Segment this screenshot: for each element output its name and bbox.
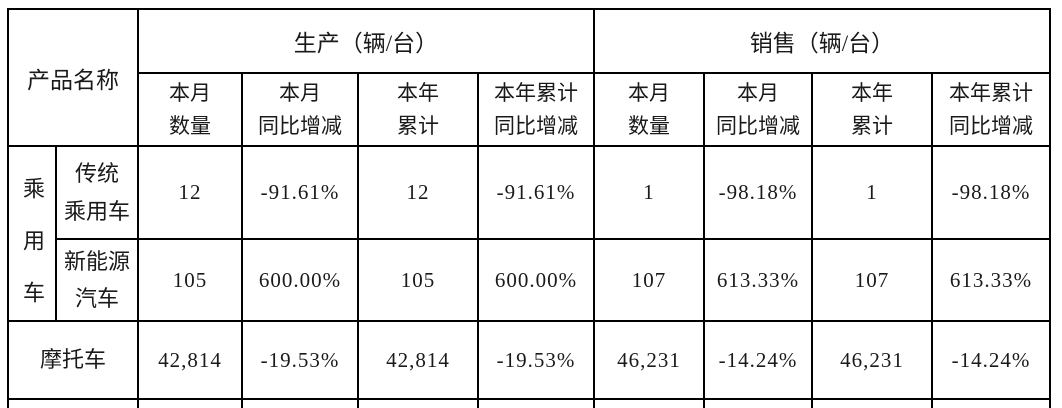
production-sales-table: 产品名称 生产（辆/台） 销售（辆/台） 本月 数量 本月 同比增减 本年 累计… bbox=[7, 8, 1051, 408]
cell-sales-month-yoy: -98.18% bbox=[703, 145, 813, 240]
empty-cell bbox=[357, 398, 479, 408]
product-name-header: 产品名称 bbox=[7, 8, 139, 147]
cell-prod-ytd-yoy: -19.53% bbox=[477, 320, 595, 400]
table-row-clipped bbox=[7, 398, 1051, 408]
cell-sales-month-qty: 1 bbox=[593, 145, 705, 240]
header-prod-month-yoy: 本月 同比增减 bbox=[241, 72, 359, 147]
cell-prod-month-yoy: 600.00% bbox=[241, 238, 359, 322]
category-label-passenger-vehicles: 乘用车 bbox=[20, 177, 45, 321]
empty-cell bbox=[477, 398, 595, 408]
cell-sales-month-yoy: -14.24% bbox=[703, 320, 813, 400]
table-row-motorcycle: 摩托车 42,814 -19.53% 42,814 -19.53% 46,231… bbox=[7, 320, 1051, 400]
cell-sales-ytd: 46,231 bbox=[811, 320, 933, 400]
header-row-subcolumns: 本月 数量 本月 同比增减 本年 累计 本年累计 同比增减 本月 数量 本月 同… bbox=[8, 72, 1051, 147]
cell-prod-ytd: 105 bbox=[357, 238, 479, 322]
row-name-new-energy: 新能源 汽车 bbox=[55, 238, 139, 322]
cell-prod-month-yoy: -19.53% bbox=[241, 320, 359, 400]
header-sales-ytd-yoy: 本年累计 同比增减 bbox=[931, 72, 1051, 147]
cell-sales-month-qty: 46,231 bbox=[593, 320, 705, 400]
header-prod-ytd-yoy: 本年累计 同比增减 bbox=[477, 72, 595, 147]
empty-cell bbox=[931, 398, 1051, 408]
header-row-groups: 产品名称 生产（辆/台） 销售（辆/台） bbox=[7, 8, 1051, 147]
production-group-header: 生产（辆/台） bbox=[137, 8, 595, 74]
table-row-new-energy: 新能源 汽车 105 600.00% 105 600.00% 107 613.3… bbox=[8, 238, 1051, 322]
cell-sales-ytd: 1 bbox=[811, 145, 933, 240]
empty-cell bbox=[811, 398, 933, 408]
cell-prod-month-qty: 105 bbox=[137, 238, 243, 322]
table-row-traditional-passenger: 乘用车 传统 乘用车 12 -91.61% 12 -91.61% 1 -98.1… bbox=[7, 145, 1051, 322]
cell-sales-ytd-yoy: -14.24% bbox=[931, 320, 1051, 400]
header-prod-month-qty: 本月 数量 bbox=[137, 72, 243, 147]
empty-cell bbox=[241, 398, 359, 408]
cell-prod-ytd: 42,814 bbox=[357, 320, 479, 400]
category-cell-passenger-vehicles: 乘用车 bbox=[7, 145, 57, 322]
cell-prod-month-qty: 42,814 bbox=[137, 320, 243, 400]
cell-prod-month-qty: 12 bbox=[137, 145, 243, 240]
cell-sales-month-qty: 107 bbox=[593, 238, 705, 322]
cell-sales-ytd: 107 bbox=[811, 238, 933, 322]
sales-group-header: 销售（辆/台） bbox=[593, 8, 1051, 74]
cell-sales-ytd-yoy: -98.18% bbox=[931, 145, 1051, 240]
empty-cell bbox=[703, 398, 813, 408]
header-sales-ytd: 本年 累计 bbox=[811, 72, 933, 147]
row-name-motorcycle: 摩托车 bbox=[7, 320, 139, 400]
header-prod-ytd: 本年 累计 bbox=[357, 72, 479, 147]
header-sales-month-yoy: 本月 同比增减 bbox=[703, 72, 813, 147]
cell-sales-month-yoy: 613.33% bbox=[703, 238, 813, 322]
empty-cell bbox=[137, 398, 243, 408]
cell-sales-ytd-yoy: 613.33% bbox=[931, 238, 1051, 322]
cell-prod-ytd-yoy: 600.00% bbox=[477, 238, 595, 322]
cell-prod-ytd-yoy: -91.61% bbox=[477, 145, 595, 240]
header-sales-month-qty: 本月 数量 bbox=[593, 72, 705, 147]
cell-prod-month-yoy: -91.61% bbox=[241, 145, 359, 240]
empty-cell bbox=[593, 398, 705, 408]
cell-prod-ytd: 12 bbox=[357, 145, 479, 240]
row-name-traditional-passenger: 传统 乘用车 bbox=[55, 145, 139, 240]
empty-cell bbox=[7, 398, 139, 408]
